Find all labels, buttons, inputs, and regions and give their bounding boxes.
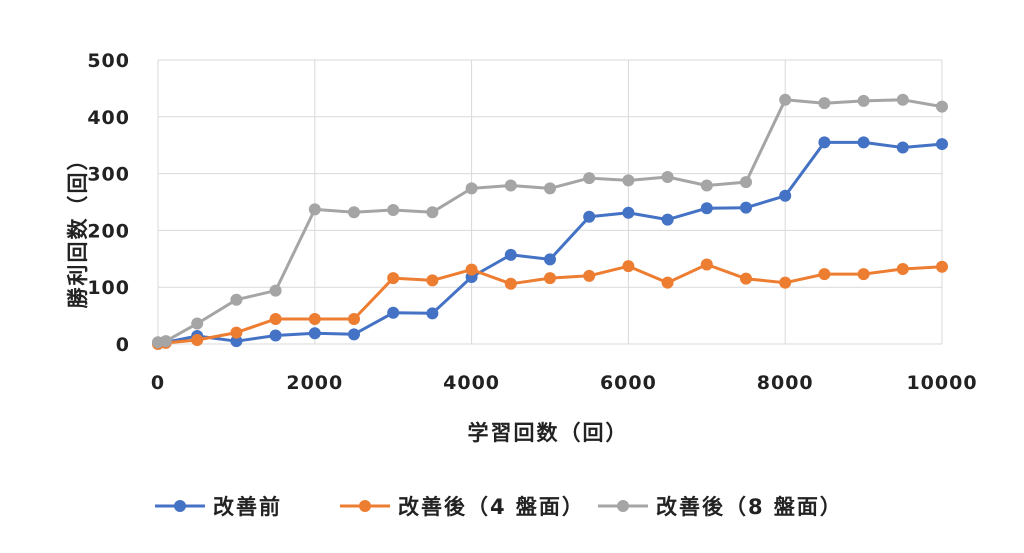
data-point — [269, 329, 282, 342]
y-axis-ticks: 0 100 200 300 400 500 — [87, 50, 130, 356]
series-line — [157, 98, 943, 344]
y-tick-label: 300 — [87, 164, 130, 186]
data-point — [700, 179, 713, 192]
data-point — [779, 189, 792, 202]
x-axis-ticks: 0 2000 4000 6000 8000 10000 — [151, 372, 977, 394]
data-point — [700, 258, 713, 271]
legend-item: 改善後（4 盤面） — [340, 495, 585, 519]
legend-label: 改善前 — [213, 495, 282, 519]
data-point — [426, 274, 439, 287]
data-point — [230, 335, 243, 348]
x-axis-title: 学習回数（回） — [468, 421, 629, 445]
data-point — [387, 272, 400, 285]
series-group — [152, 93, 948, 350]
data-point — [583, 269, 596, 282]
data-point — [896, 141, 909, 154]
data-point — [740, 201, 752, 214]
data-point — [779, 93, 792, 106]
data-point — [465, 263, 478, 276]
data-point — [622, 260, 635, 273]
data-point — [308, 203, 321, 216]
data-point — [857, 268, 870, 281]
data-point — [818, 97, 831, 110]
data-point — [426, 307, 439, 320]
data-point — [348, 328, 360, 341]
series-line — [157, 140, 943, 345]
data-point — [583, 210, 596, 223]
series-1 — [152, 258, 948, 350]
data-point — [700, 202, 713, 215]
y-tick-label: 100 — [87, 277, 130, 299]
data-point — [544, 272, 556, 285]
data-point — [191, 334, 204, 347]
data-point — [544, 182, 556, 195]
legend-item: 改善後（8 盤面） — [598, 495, 843, 519]
data-point — [622, 206, 635, 219]
data-point — [504, 277, 517, 290]
data-point — [387, 203, 400, 216]
data-point — [159, 335, 172, 348]
data-point — [269, 313, 282, 326]
data-point — [269, 284, 282, 297]
data-point — [583, 172, 596, 185]
data-point — [426, 206, 439, 219]
legend-label: 改善後（4 盤面） — [398, 495, 585, 519]
data-point — [936, 138, 948, 151]
legend-marker — [359, 500, 371, 512]
x-tick-label: 10000 — [906, 372, 977, 394]
series-2 — [152, 93, 948, 349]
series-line — [157, 263, 943, 346]
data-point — [308, 327, 321, 340]
y-tick-label: 500 — [87, 50, 130, 72]
legend: 改善前 改善後（4 盤面） 改善後（8 盤面） — [155, 495, 843, 519]
y-tick-label: 0 — [116, 334, 130, 356]
data-point — [230, 326, 243, 339]
data-point — [936, 100, 948, 113]
y-axis-title: 勝利回数（回） — [66, 148, 90, 309]
x-tick-label: 4000 — [443, 372, 500, 394]
data-point — [230, 293, 243, 306]
data-point — [504, 179, 517, 192]
y-tick-label: 400 — [87, 107, 130, 129]
data-point — [348, 313, 360, 326]
legend-label: 改善後（8 盤面） — [656, 495, 843, 519]
y-tick-label: 200 — [87, 220, 130, 242]
data-point — [740, 176, 752, 189]
data-point — [857, 136, 870, 149]
data-point — [661, 276, 674, 289]
x-tick-label: 0 — [151, 372, 165, 394]
data-point — [857, 94, 870, 107]
data-point — [544, 253, 556, 266]
data-point — [661, 213, 674, 226]
data-point — [818, 268, 831, 281]
legend-marker — [617, 500, 629, 512]
data-point — [348, 206, 360, 219]
x-tick-label: 6000 — [600, 372, 657, 394]
data-point — [936, 260, 948, 273]
data-point — [779, 276, 792, 289]
data-point — [661, 171, 674, 184]
legend-item: 改善前 — [155, 495, 282, 519]
data-point — [896, 93, 909, 106]
x-tick-label: 8000 — [757, 372, 814, 394]
data-point — [465, 182, 478, 195]
data-point — [504, 248, 517, 261]
data-point — [387, 306, 400, 319]
x-tick-label: 2000 — [286, 372, 343, 394]
data-point — [818, 136, 831, 149]
data-point — [622, 174, 635, 187]
data-point — [896, 263, 909, 276]
data-point — [740, 272, 752, 285]
data-point — [191, 317, 204, 330]
legend-marker — [174, 500, 186, 512]
data-point — [308, 313, 321, 326]
